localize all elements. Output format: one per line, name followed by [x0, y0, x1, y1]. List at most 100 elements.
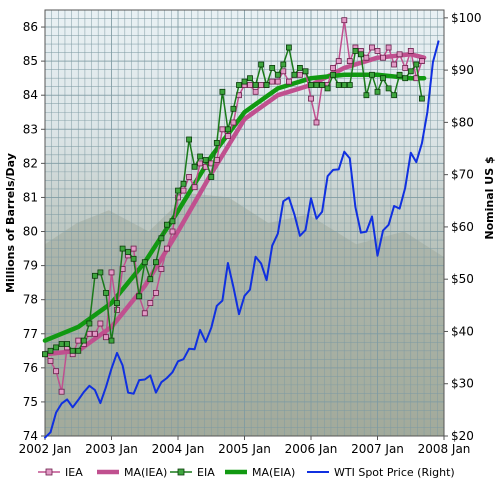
point-iea: [141, 310, 148, 317]
point-eia: [413, 61, 420, 68]
legend-marker: [177, 468, 185, 476]
point-iea: [186, 174, 193, 180]
y-tick-label: 74: [23, 429, 38, 443]
x-tick-label: 2004 Jan: [152, 442, 205, 456]
y-tick-label: 78: [23, 293, 38, 307]
x-tick-label: 2008 Jan: [418, 442, 471, 456]
point-iea: [219, 126, 226, 133]
point-iea: [380, 54, 386, 61]
point-eia: [385, 85, 392, 92]
point-eia: [330, 71, 337, 78]
y-tick-label: 76: [23, 361, 38, 375]
point-eia: [219, 88, 226, 95]
point-eia: [241, 78, 248, 85]
point-eia: [213, 139, 220, 146]
point-iea: [180, 187, 187, 194]
point-iea: [103, 334, 109, 341]
point-eia: [158, 235, 165, 242]
series-ma-eia: [42, 72, 427, 343]
point-iea: [152, 289, 159, 296]
point-iea: [346, 58, 353, 64]
point-eia: [208, 174, 215, 180]
point-iea: [269, 78, 276, 85]
point-eia: [58, 341, 65, 347]
point-iea: [274, 78, 281, 85]
point-iea: [97, 320, 104, 327]
point-iea: [374, 48, 381, 54]
point-eia: [136, 293, 143, 300]
point-eia: [308, 82, 314, 88]
point-iea: [92, 330, 98, 337]
legend-item-iea: IEA: [38, 466, 83, 479]
y-tick-label: 84: [23, 88, 38, 102]
point-iea: [296, 71, 303, 78]
point-eia: [396, 71, 403, 78]
y2-tick-label: $100: [451, 11, 482, 25]
point-eia: [97, 269, 104, 276]
point-eia: [175, 187, 181, 194]
point-eia: [341, 82, 348, 88]
legend-label: EIA: [197, 466, 215, 479]
point-eia: [285, 44, 292, 51]
legend-label: MA(EIA): [252, 466, 295, 479]
series-wti: [44, 40, 440, 439]
legend-item-ma-eia: MA(EIA): [225, 466, 295, 479]
point-eia: [80, 337, 87, 344]
legend-item-ma-iea: MA(IEA): [97, 466, 167, 479]
point-eia: [230, 105, 237, 112]
series-ma-iea: [42, 52, 427, 357]
point-eia: [69, 347, 76, 354]
point-eia: [418, 95, 425, 102]
point-iea: [280, 68, 287, 75]
point-iea: [396, 51, 403, 58]
point-eia: [186, 136, 193, 143]
y-tick-label: 83: [23, 122, 38, 136]
point-eia: [53, 344, 59, 351]
point-eia: [380, 75, 386, 82]
series-line-ma-iea: [42, 52, 427, 357]
point-eia: [130, 255, 137, 262]
point-iea: [224, 133, 231, 140]
left-axis: 74 75 76 77 78 79 80 81 82 83 84 85 86: [23, 20, 45, 443]
y2-tick-label: $50: [451, 272, 474, 286]
point-iea: [363, 54, 370, 61]
x-tick-label: 2003 Jan: [85, 442, 138, 456]
point-iea: [247, 82, 253, 88]
point-eia: [191, 163, 198, 170]
point-eia: [296, 65, 303, 71]
point-iea: [130, 245, 137, 252]
y2-tick-label: $20: [451, 429, 474, 443]
point-eia: [247, 75, 253, 82]
point-iea: [335, 58, 342, 64]
point-iea: [308, 95, 314, 102]
point-eia: [75, 347, 82, 354]
point-eia: [263, 82, 270, 88]
point-eia: [346, 82, 353, 88]
point-iea: [191, 184, 198, 191]
point-eia: [313, 82, 320, 88]
legend: IEA MA(IEA) EIA MA(EIA) WTI Spot Price (Righ…: [38, 466, 455, 479]
point-iea: [341, 17, 348, 24]
point-eia: [169, 218, 176, 225]
point-iea: [58, 388, 65, 395]
point-eia: [335, 82, 342, 88]
point-eia: [125, 249, 131, 255]
point-eia: [402, 75, 409, 82]
point-iea: [385, 44, 392, 51]
y2-tick-label: $30: [451, 377, 474, 391]
point-eia: [92, 272, 98, 279]
y2-tick-label: $80: [451, 115, 474, 129]
point-iea: [163, 245, 170, 252]
point-iea: [158, 266, 165, 272]
point-eia: [369, 71, 375, 78]
point-eia: [42, 351, 48, 358]
y-axis-label: Millions of Barrels/Day: [4, 153, 17, 293]
point-eia: [86, 320, 93, 327]
point-iea: [197, 160, 204, 167]
point-eia: [302, 68, 309, 75]
y-tick-label: 80: [23, 225, 38, 239]
point-iea: [252, 88, 259, 95]
point-eia: [119, 245, 126, 252]
point-iea: [147, 300, 154, 307]
